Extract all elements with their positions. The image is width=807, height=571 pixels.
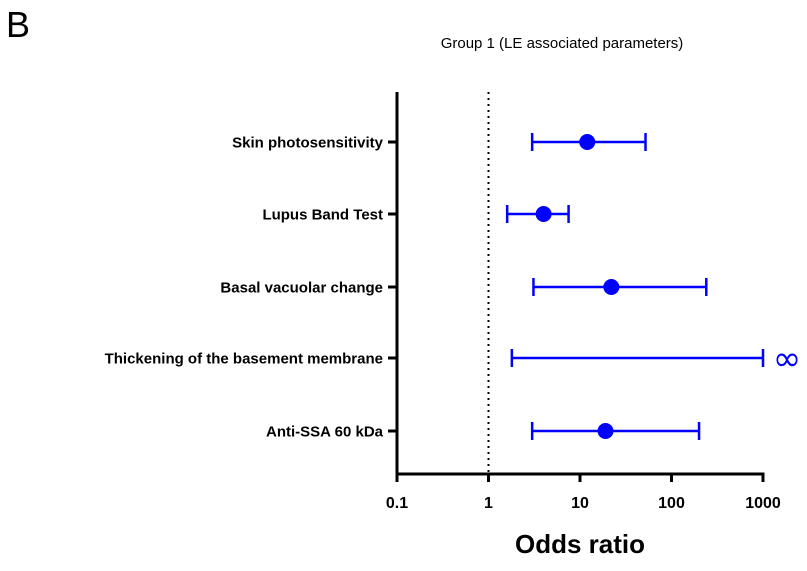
chart-title: Group 1 (LE associated parameters) bbox=[441, 35, 684, 52]
x-tick-label-1: 1 bbox=[484, 495, 493, 512]
infinity-symbol: ∞ bbox=[773, 339, 801, 379]
point-estimate-0 bbox=[579, 134, 596, 150]
panel-letter: B bbox=[6, 4, 31, 45]
row-label-4: Anti-SSA 60 kDa bbox=[266, 424, 384, 441]
point-estimate-2 bbox=[603, 279, 620, 295]
x-tick-label-3: 100 bbox=[658, 495, 685, 512]
row-label-1: Lupus Band Test bbox=[262, 207, 383, 224]
x-tick-label-4: 1000 bbox=[745, 495, 781, 512]
x-axis-label: Odds ratio bbox=[515, 529, 645, 559]
point-estimate-4 bbox=[597, 423, 614, 439]
x-tick-label-0: 0.1 bbox=[386, 495, 408, 512]
row-label-2: Basal vacuolar change bbox=[220, 280, 383, 297]
point-estimate-1 bbox=[535, 206, 552, 222]
row-label-3: Thickening of the basement membrane bbox=[105, 351, 383, 368]
row-label-0: Skin photosensitivity bbox=[232, 135, 384, 152]
x-tick-label-2: 10 bbox=[571, 495, 589, 512]
